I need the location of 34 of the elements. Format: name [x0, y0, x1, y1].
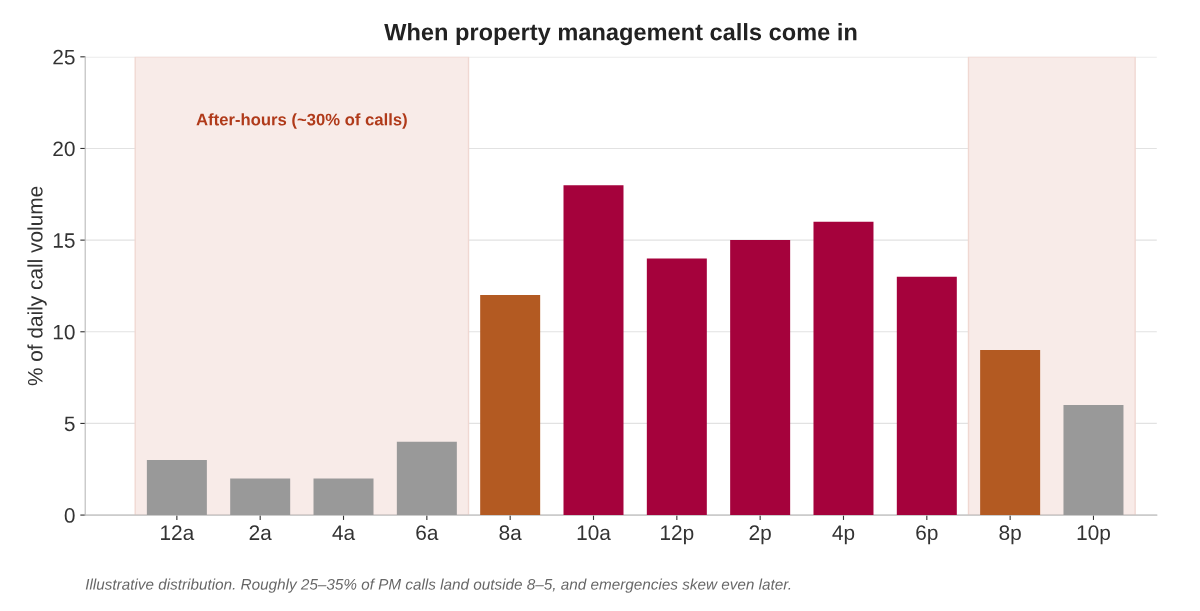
bar [730, 240, 791, 516]
bar [313, 478, 374, 516]
bar [980, 350, 1041, 516]
bar [230, 478, 291, 516]
x-tick-label: 2p [749, 525, 771, 545]
band-label: After-hours (~30% of calls) [196, 113, 407, 129]
text: Illustrative distribution. Roughly 25–35% of PM calls land outside 8–5, and emergencies skew even later. [85, 578, 791, 593]
x-tick-label: 8p [999, 525, 1021, 545]
bar [813, 221, 874, 516]
bar [480, 295, 541, 516]
bar [896, 276, 957, 516]
bar [1063, 405, 1124, 516]
x-tick-label: 4p [832, 525, 855, 545]
x-tick-label: 6p [916, 525, 938, 545]
x-tick-label: 12a [161, 525, 195, 541]
bar [646, 258, 707, 516]
y-tick-label: 10 [53, 324, 75, 340]
x-tick-label: 12p [661, 525, 694, 545]
y-axis-title: % of daily call volume [27, 186, 47, 386]
x-tick-label: 8a [499, 525, 522, 541]
bar [146, 460, 207, 516]
y-tick-label: 25 [53, 49, 75, 65]
y-tick-label: 15 [53, 233, 75, 248]
chart-title: When property management calls come in [384, 23, 857, 46]
x-tick-label: 10p [1077, 525, 1110, 545]
bar [563, 185, 624, 516]
x-tick-label: 4a [332, 525, 356, 541]
y-tick-label: 5 [64, 416, 75, 432]
bar [396, 441, 457, 516]
x-tick-label: 2a [249, 525, 272, 541]
y-tick-label: 20 [53, 141, 75, 157]
x-tick-label: 10a [577, 525, 611, 541]
x-tick-label: 6a [416, 525, 439, 541]
y-tick-label: 0 [64, 508, 75, 523]
